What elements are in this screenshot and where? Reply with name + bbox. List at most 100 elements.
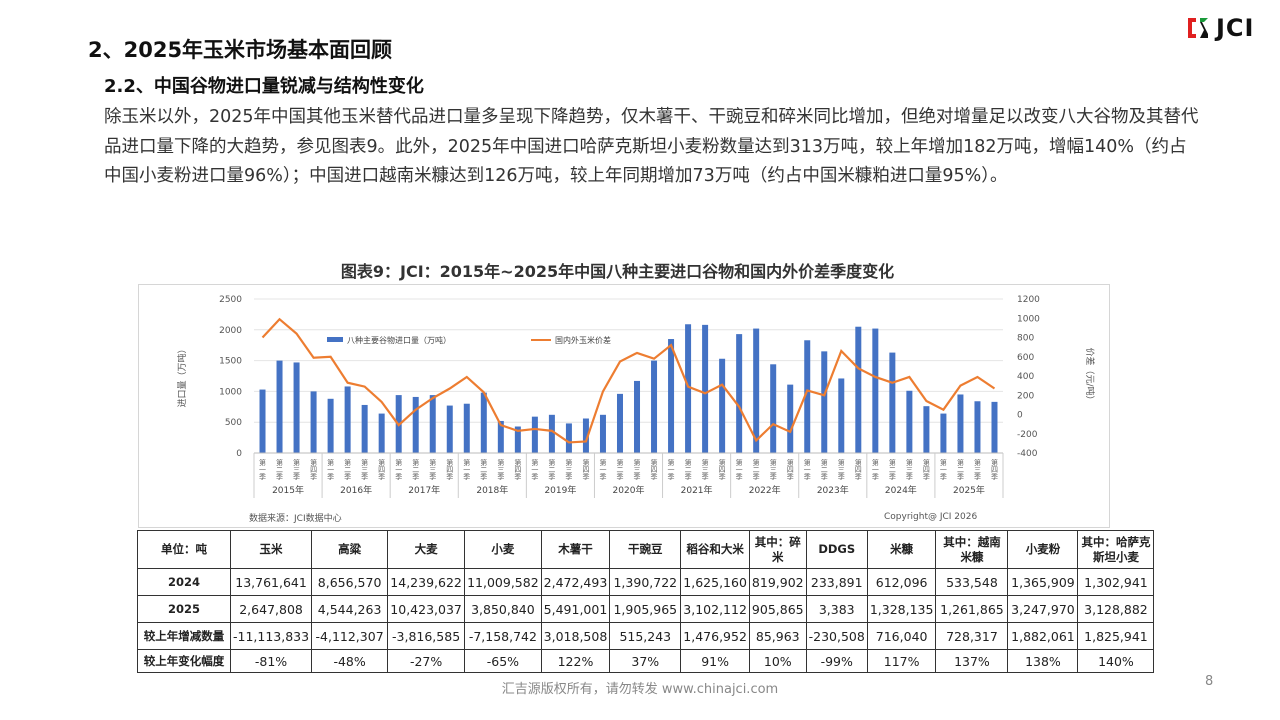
- table-cell: 小麦: [464, 530, 542, 569]
- table-cell: 2024: [137, 568, 231, 596]
- quarter-label: 第一季: [599, 458, 607, 481]
- bar-import-volume: [463, 403, 470, 453]
- quarter-label: 第二季: [752, 458, 760, 481]
- bar-import-volume: [599, 414, 606, 453]
- page-number: 8: [1205, 674, 1214, 689]
- table-cell: 3,247,970: [1007, 595, 1079, 623]
- table-cell: 37%: [609, 649, 682, 673]
- table-cell: -230,508: [805, 622, 868, 650]
- section-heading: 2、2025年玉米市场基本面回顾: [88, 38, 393, 62]
- table-cell: 1,476,952: [680, 622, 750, 650]
- table-cell: 玉米: [229, 530, 313, 569]
- bar-import-volume: [565, 423, 572, 453]
- table-cell: 其中：越南米糠: [935, 530, 1009, 569]
- table-cell: 单位：吨: [137, 530, 231, 569]
- bar-import-volume: [480, 392, 487, 453]
- table-cell: 2,647,808: [229, 595, 313, 623]
- table-cell: 1,825,941: [1077, 622, 1155, 650]
- bar-import-volume: [344, 386, 351, 453]
- bar-import-volume: [923, 406, 930, 453]
- quarter-label: 第一季: [327, 458, 335, 481]
- bar-import-volume: [804, 340, 811, 453]
- quarter-label: 第一季: [531, 458, 539, 481]
- bar-import-volume: [821, 351, 828, 453]
- quarter-label: 第一季: [395, 458, 403, 481]
- table-cell: -81%: [229, 649, 313, 673]
- quarter-label: 第二季: [616, 458, 624, 481]
- bar-import-volume: [446, 405, 453, 453]
- table-cell: 较上年增减数量: [137, 622, 231, 650]
- quarter-label: 第二季: [820, 458, 828, 481]
- table-cell: 2,472,493: [540, 568, 611, 596]
- quarter-label: 第二季: [412, 458, 420, 481]
- table-cell: 3,383: [805, 595, 868, 623]
- year-label: 2025年: [953, 484, 985, 496]
- left-tick-label: 1500: [219, 357, 242, 367]
- quarter-label: 第二季: [480, 458, 488, 481]
- table-cell: 117%: [866, 649, 937, 673]
- bar-import-volume: [293, 362, 300, 453]
- table-cell: 716,040: [866, 622, 937, 650]
- table-cell: 8,656,570: [311, 568, 389, 596]
- bar-import-volume: [497, 420, 504, 453]
- quarter-label: 第三季: [837, 458, 845, 481]
- bar-import-volume: [548, 414, 555, 453]
- table-cell: 小麦粉: [1007, 530, 1079, 569]
- year-label: 2015年: [272, 484, 304, 496]
- quarter-label: 第三季: [701, 458, 709, 481]
- bar-import-volume: [531, 416, 538, 453]
- quarter-label: 第一季: [463, 458, 471, 481]
- chart-title: 图表9：JCI：2015年~2025年中国八种主要进口谷物和国内外价差季度变化: [340, 262, 895, 281]
- table-cell: 5,491,001: [540, 595, 611, 623]
- table-cell: 140%: [1077, 649, 1155, 673]
- right-tick-label: -400: [1017, 449, 1038, 459]
- legend-bar-label: 八种主要谷物进口量（万吨）: [347, 335, 451, 345]
- table-cell: 10%: [748, 649, 807, 673]
- quarter-label: 第四季: [650, 458, 658, 481]
- logo-text: JCI: [1216, 14, 1255, 42]
- table-cell: 4,544,263: [311, 595, 389, 623]
- quarter-label: 第一季: [667, 458, 675, 481]
- table-cell: 3,850,840: [464, 595, 542, 623]
- import-table: 单位：吨 玉米 高粱 大麦 小麦 木薯干 干豌豆 稻谷和大米 其中：碎米 DDGS 米糠 其中：越南米…: [137, 530, 1155, 673]
- left-tick-label: 0: [236, 449, 242, 459]
- year-label: 2019年: [544, 484, 576, 496]
- quarter-label: 第四季: [990, 458, 998, 481]
- quarter-label: 第二季: [888, 458, 896, 481]
- right-axis-label: 价差（元/吨）: [1084, 347, 1096, 404]
- table-cell: 10,423,037: [387, 595, 466, 623]
- combo-chart: 0 500 1000 1500 2000 2500 -400 -200 0 200 400 600 80…: [176, 295, 1096, 524]
- quarter-label: 第一季: [871, 458, 879, 481]
- jci-logo: JCI: [1186, 14, 1254, 42]
- table-cell: 612,096: [866, 568, 937, 596]
- bar-import-volume: [651, 360, 658, 453]
- bar-import-volume: [770, 364, 777, 453]
- bar-import-volume: [889, 352, 896, 453]
- table-cell: 高粱: [311, 530, 389, 569]
- left-tick-label: 1000: [219, 387, 242, 397]
- quarter-label: 第三季: [429, 458, 437, 481]
- bar-import-volume: [872, 328, 879, 453]
- table-cell: 1,882,061: [1007, 622, 1079, 650]
- bar-import-volume: [736, 334, 743, 453]
- table-cell: 137%: [935, 649, 1009, 673]
- quarter-label: 第三季: [565, 458, 573, 481]
- bar-import-volume: [753, 328, 760, 453]
- table-cell: -11,113,833: [229, 622, 313, 650]
- bar-import-volume: [974, 401, 981, 453]
- table-cell: 13,761,641: [229, 568, 313, 596]
- quarter-label: 第二季: [548, 458, 556, 481]
- quarter-label: 第三季: [973, 458, 981, 481]
- quarter-label: 第一季: [735, 458, 743, 481]
- left-tick-label: 2500: [219, 295, 242, 305]
- quarter-label: 第四季: [786, 458, 794, 481]
- table-cell: 728,317: [935, 622, 1009, 650]
- table-cell: 1,390,722: [609, 568, 682, 596]
- bar-import-volume: [634, 380, 641, 453]
- table-cell: -27%: [387, 649, 466, 673]
- table-cell: 138%: [1007, 649, 1079, 673]
- chart-source: 数据来源：JCI数据中心: [249, 512, 342, 524]
- quarter-label: 第三季: [769, 458, 777, 481]
- year-label: 2020年: [613, 484, 645, 496]
- table-cell: 其中：哈萨克斯坦小麦: [1077, 530, 1155, 569]
